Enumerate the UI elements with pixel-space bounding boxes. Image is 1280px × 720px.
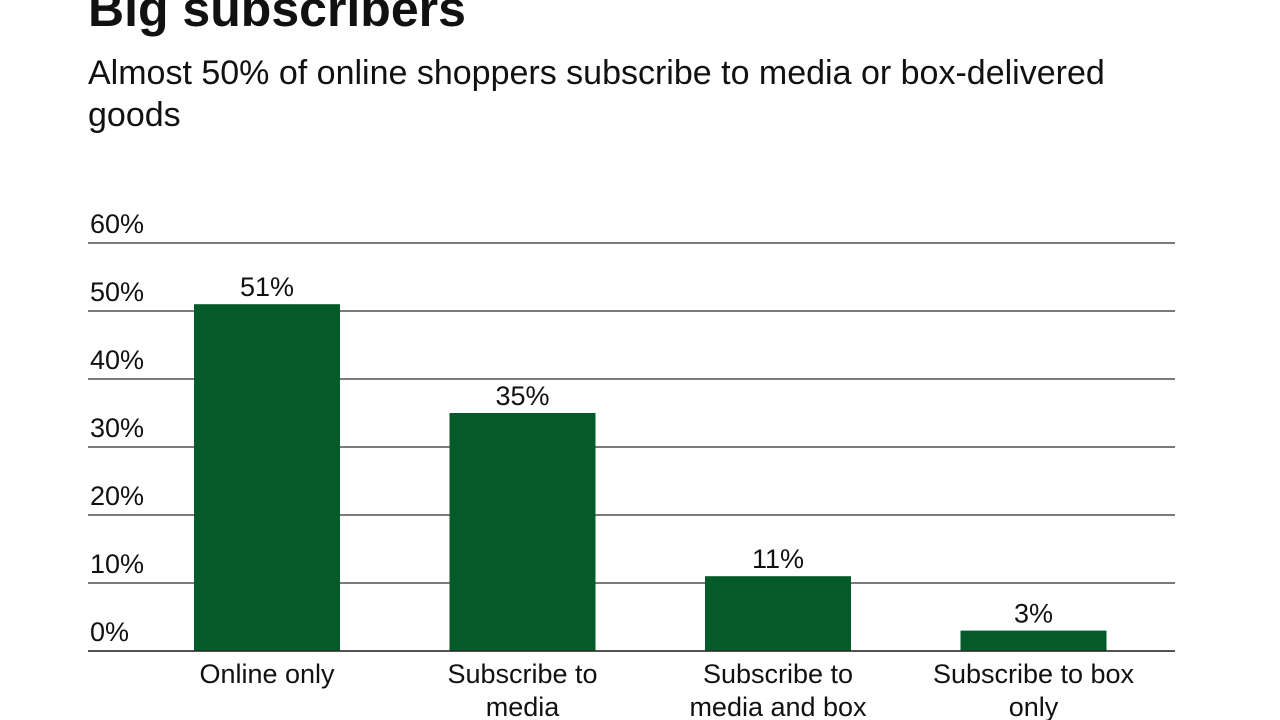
x-category-label: Subscribe to: [703, 659, 853, 689]
y-tick-label: 10%: [90, 549, 144, 579]
y-tick-label: 0%: [90, 617, 129, 647]
y-tick-label: 30%: [90, 413, 144, 443]
bar: [960, 630, 1107, 651]
y-tick-label: 60%: [90, 209, 144, 239]
data-label: 11%: [752, 544, 804, 574]
data-label: 51%: [240, 272, 294, 302]
bar: [194, 304, 340, 651]
y-tick-label: 20%: [90, 481, 144, 511]
x-category-label: Subscribe to: [447, 659, 597, 689]
x-category-label: media and box: [689, 692, 867, 720]
x-category-label: Online only: [199, 659, 335, 689]
chart-title: Big subscribers: [88, 0, 466, 37]
bar: [705, 576, 851, 651]
y-tick-label: 50%: [90, 277, 144, 307]
bar: [449, 413, 596, 651]
data-label: 35%: [495, 381, 549, 411]
chart-subtitle: Almost 50% of online shoppers subscribe …: [88, 54, 1105, 134]
x-category-label: Subscribe to box: [933, 659, 1135, 689]
x-category-label: media: [486, 692, 561, 720]
y-tick-label: 40%: [90, 345, 144, 375]
x-category-label: only: [1009, 692, 1059, 720]
data-label: 3%: [1014, 599, 1053, 629]
